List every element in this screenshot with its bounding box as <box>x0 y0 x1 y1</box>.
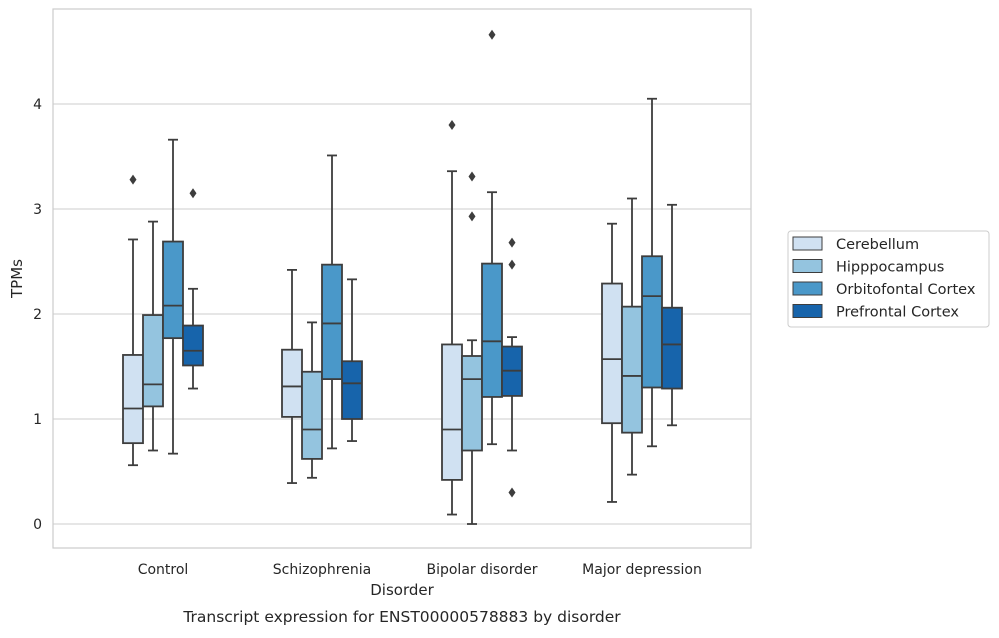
outlier-point <box>508 259 516 270</box>
box-body <box>122 354 144 445</box>
box-orbitofontal-cortex <box>481 29 503 446</box>
box-body <box>142 314 164 408</box>
legend-label: Orbitofontal Cortex <box>836 282 976 298</box>
x-tick-label: Bipolar disorder <box>426 562 537 578</box>
box-cerebellum <box>601 222 623 503</box>
x-axis-label: Disorder <box>370 581 434 599</box>
box-hipppocampus <box>142 220 164 452</box>
y-tick-labels: 0 1 2 3 4 <box>33 97 42 533</box>
box-cerebellum <box>441 120 463 516</box>
box-prefrontal-cortex <box>341 278 363 442</box>
box-orbitofontal-cortex <box>162 138 184 455</box>
box-body <box>162 240 184 340</box>
box-body <box>641 255 663 389</box>
legend-swatch <box>792 281 823 296</box>
x-tick-label: Schizophrenia <box>273 562 371 578</box>
legend-swatch <box>792 236 823 251</box>
plot-frame <box>52 8 752 549</box>
legend: Cerebellum Hipppocampus Orbitofontal Corte… <box>787 230 990 328</box>
outlier-point <box>508 487 516 498</box>
y-tick-label: 4 <box>33 97 42 113</box>
outlier-point <box>488 29 496 40</box>
legend-swatch <box>792 304 823 318</box>
y-axis-label: TPMs <box>8 259 26 299</box>
box-body <box>661 306 683 390</box>
box-body <box>621 305 643 434</box>
box-cerebellum <box>281 268 303 484</box>
legend-swatch <box>792 259 823 273</box>
outlier-point <box>468 171 476 182</box>
legend-label: Hipppocampus <box>836 260 944 276</box>
box-body <box>341 360 363 420</box>
x-tick-label: Major depression <box>582 562 702 578</box>
y-tick-label: 2 <box>33 307 42 323</box>
box-body <box>281 348 303 418</box>
x-tick-labels: Control Schizophrenia Bipolar disorder Majo… <box>138 562 702 578</box>
outlier-point <box>508 237 516 248</box>
box-prefrontal-cortex <box>661 203 683 427</box>
legend-items: Cerebellum Hipppocampus Orbitofontal Corte… <box>792 236 976 321</box>
box-prefrontal-cortex <box>182 188 204 390</box>
box-body <box>461 355 483 452</box>
box-body <box>441 343 463 481</box>
plot-area <box>122 29 683 525</box>
box-hipppocampus <box>461 171 483 525</box>
box-body <box>321 263 343 380</box>
box-body <box>481 262 503 398</box>
legend-label: Cerebellum <box>836 237 919 253</box>
box-cerebellum <box>122 174 144 467</box>
box-hipppocampus <box>301 321 323 479</box>
legend-frame <box>787 230 990 328</box>
box-body <box>301 370 323 460</box>
outlier-point <box>448 120 456 130</box>
outlier-point <box>468 211 476 222</box>
box-orbitofontal-cortex <box>321 154 343 450</box>
outlier-point <box>129 174 137 185</box>
y-tick-label: 1 <box>33 412 42 428</box>
x-tick-label: Control <box>138 562 189 578</box>
outlier-point <box>189 188 197 199</box>
box-prefrontal-cortex <box>501 237 523 498</box>
y-tick-label: 3 <box>33 202 42 218</box>
box-body <box>182 324 204 367</box>
chart-caption: Transcript expression for ENST0000057888… <box>182 608 621 626</box>
legend-label: Prefrontal Cortex <box>836 305 959 321</box>
box-body <box>601 282 623 425</box>
y-tick-label: 0 <box>33 517 42 533</box>
box-orbitofontal-cortex <box>641 97 663 448</box>
